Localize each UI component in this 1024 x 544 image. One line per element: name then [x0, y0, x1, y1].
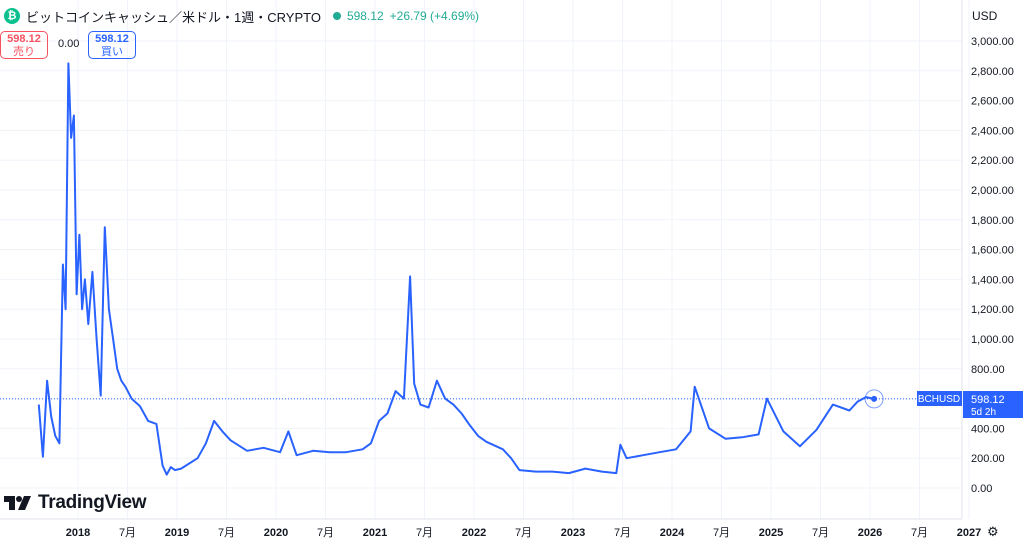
header-change: +26.79 (+4.69%): [389, 9, 480, 23]
last-price-dot: [871, 395, 878, 402]
time-axis-tick: 7月: [911, 527, 928, 539]
sell-price: 598.12: [7, 33, 41, 45]
time-axis-tick: 2021: [363, 527, 387, 539]
time-axis-tick: 7月: [515, 527, 532, 539]
time-axis-tick: 2022: [462, 527, 486, 539]
settings-icon[interactable]: ⚙: [987, 524, 999, 539]
price-series-line[interactable]: [37, 62, 875, 476]
price-axis-tick: 800.00: [971, 364, 1005, 376]
time-axis-tick: 2023: [561, 527, 585, 539]
time-axis-tick: 7月: [614, 527, 631, 539]
brand-name: TradingView: [38, 492, 147, 513]
time-axis-tick: 7月: [119, 527, 136, 539]
buy-price: 598.12: [95, 33, 129, 45]
time-axis[interactable]: 2018 7月 2019 7月 2020 7月 2021 7月 2022 7月 2023 7月 2024…: [66, 527, 981, 539]
time-axis-tick: 7月: [218, 527, 235, 539]
symbol-label: BCHUSD: [918, 394, 960, 405]
tradingview-logo-icon: [4, 496, 31, 510]
price-axis-tick: 3,000.00: [971, 36, 1014, 48]
price-tag-bg: [963, 391, 1023, 418]
time-axis-tick: 2025: [759, 527, 783, 539]
time-axis-tick: 7月: [713, 527, 730, 539]
bchusd-price-tag[interactable]: BCHUSD 598.12 5d 2h: [917, 391, 1023, 418]
currency-selector[interactable]: USD: [972, 9, 998, 23]
price-axis-tick: 2,200.00: [971, 155, 1014, 167]
spread-value: 0.00: [58, 38, 80, 50]
price-axis-tick: 2,400.00: [971, 125, 1014, 137]
price-axis-tick: 2,600.00: [971, 96, 1014, 108]
time-axis-tick: 2020: [264, 527, 288, 539]
time-axis-tick: 7月: [317, 527, 334, 539]
time-axis-tick: 7月: [812, 527, 829, 539]
bitcoin-cash-icon: ₿: [4, 8, 20, 24]
price-axis-tick: 1,400.00: [971, 274, 1014, 286]
price-axis[interactable]: 3,000.00 2,800.00 2,600.00 2,400.00 2,200.00…: [971, 36, 1014, 495]
sell-button[interactable]: 598.12 売り: [0, 31, 48, 59]
time-axis-tick: 2024: [660, 527, 685, 539]
sell-label: 売り: [13, 46, 35, 58]
price-axis-tick: 1,200.00: [971, 304, 1014, 316]
price-axis-tick: 400.00: [971, 423, 1005, 435]
time-axis-tick: 2018: [66, 527, 90, 539]
price-axis-tick: 200.00: [971, 453, 1005, 465]
price-axis-tick: 0.00: [971, 483, 992, 495]
time-axis-tick: 2026: [858, 527, 882, 539]
time-axis-tick: 2027: [957, 527, 981, 539]
price-tag-countdown: 5d 2h: [971, 407, 996, 418]
price-axis-tick: 1,000.00: [971, 334, 1014, 346]
header-price: 598.12: [346, 9, 384, 23]
last-price-ring: [864, 389, 884, 409]
tradingview-logo[interactable]: TradingView: [4, 492, 147, 514]
price-axis-tick: 1,800.00: [971, 215, 1014, 227]
symbol-label-bg: [917, 391, 962, 406]
symbol-title[interactable]: ビットコインキャッシュ／米ドル・1週・CRYPTO: [26, 9, 321, 25]
time-axis-tick: 7月: [416, 527, 433, 539]
price-tag-value: 598.12: [971, 394, 1005, 406]
buy-button[interactable]: 598.12 買い: [88, 31, 136, 59]
buy-label: 買い: [101, 46, 123, 58]
market-status-icon: [332, 12, 341, 20]
price-axis-tick: 1,600.00: [971, 245, 1014, 257]
price-axis-tick: 2,800.00: [971, 66, 1014, 78]
time-axis-tick: 2019: [165, 527, 189, 539]
price-axis-tick: 2,000.00: [971, 185, 1014, 197]
symbol-header[interactable]: ₿ ビットコインキャッシュ／米ドル・1週・CRYPTO 598.12 +26.7…: [4, 7, 479, 25]
